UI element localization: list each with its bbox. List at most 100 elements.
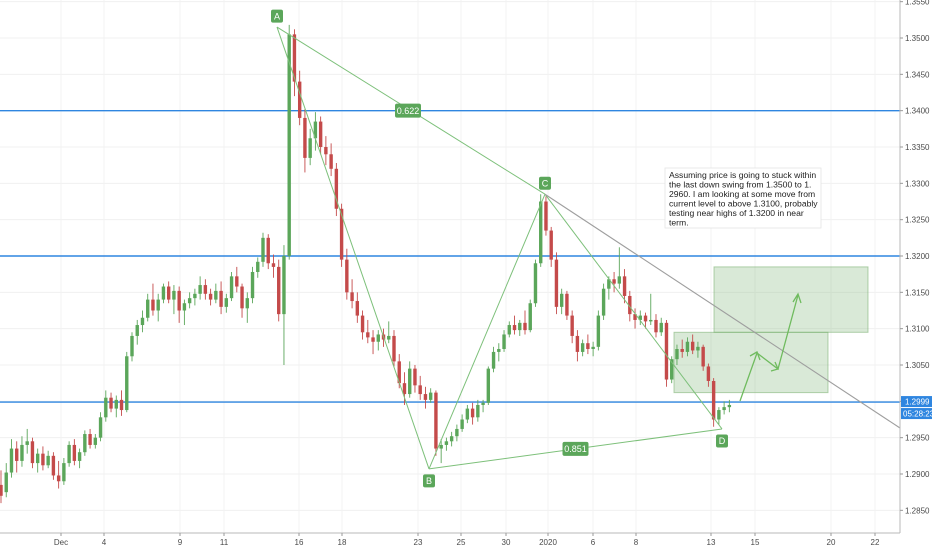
candle-body (544, 201, 548, 231)
candle-body (486, 368, 491, 403)
candle-body (224, 298, 229, 307)
horizontal-levels (0, 109, 900, 403)
candle-body (166, 286, 171, 300)
candle-body (481, 402, 485, 405)
target-zone (673, 331, 829, 394)
candle-body (418, 385, 422, 395)
candle-body (586, 343, 590, 350)
time-tick-label: 15 (751, 538, 760, 547)
candle-body (250, 271, 255, 299)
candle-body (575, 335, 580, 352)
pattern-point-badge[interactable] (539, 176, 551, 190)
candle-body (497, 349, 501, 352)
candle-body (67, 444, 71, 464)
trend-line (544, 193, 901, 429)
candle-body (643, 315, 648, 322)
pattern-point-badge[interactable] (271, 9, 283, 23)
candle-body (434, 392, 438, 449)
price-tick-label: 1.3150 (905, 288, 930, 297)
candle-body (675, 349, 679, 360)
time-tick-label: 8 (634, 538, 639, 547)
candle-body (41, 453, 45, 466)
candle-body (35, 453, 40, 464)
pattern-point-badge[interactable] (423, 474, 435, 488)
candle-body (449, 436, 454, 442)
pattern-ratio-badge[interactable] (562, 441, 589, 456)
candle-body (366, 332, 370, 338)
candle-body (240, 286, 244, 309)
candle-body (539, 201, 543, 264)
candle-body (0, 484, 3, 496)
pattern-point-label: A (274, 11, 280, 21)
candle-body (554, 259, 559, 307)
candle-body (51, 455, 56, 476)
candle-body (77, 452, 82, 461)
candle-body (161, 286, 166, 300)
candle-body (135, 325, 139, 336)
time-tick-label: 4 (102, 538, 107, 547)
time-axis[interactable]: Dec 4 9 11 16 18 23 25 30 2020 6 8 13 15 20 22 (0, 532, 900, 547)
annotation-box[interactable] (664, 167, 822, 229)
pattern-ratio-label: 0.851 (564, 444, 587, 454)
candle-body (277, 266, 281, 315)
countdown-label: 05:28:23 (903, 410, 932, 419)
arrowhead-icon (749, 351, 761, 361)
price-tick-label: 1.3450 (905, 70, 930, 79)
candle-body (413, 368, 417, 386)
target-zones (673, 266, 869, 394)
candle-body (88, 434, 92, 445)
candle-body (130, 335, 134, 357)
price-tick-label: 1.3500 (905, 34, 930, 43)
pattern-point-label: C (542, 178, 549, 188)
candle-body (203, 285, 208, 294)
candle-body (402, 383, 407, 395)
pattern-ratio-label: 0.622 (397, 106, 420, 116)
time-tick-label: 9 (178, 538, 183, 547)
candle-body (633, 314, 637, 320)
candle-body (355, 301, 360, 316)
candle-body (685, 341, 690, 352)
candle-body (193, 293, 197, 299)
candle-body (696, 346, 700, 351)
annotation-line: 2960. I am looking at some move from (669, 189, 815, 199)
price-axis[interactable]: 1.3550 1.3500 1.3450 1.3400 1.3350 1.3300 1.32… (899, 0, 932, 550)
candle-body (62, 463, 66, 482)
candle-body (649, 319, 653, 322)
price-tick-label: 1.3350 (905, 143, 930, 152)
candle-body (717, 410, 721, 420)
price-tick-label: 1.3100 (905, 325, 930, 334)
candle-body (491, 351, 496, 369)
projection-path (739, 294, 799, 402)
candle-body (664, 322, 669, 380)
candle-body (570, 315, 574, 336)
candle-body (30, 441, 35, 464)
candle-body (711, 380, 716, 420)
candle-body (219, 290, 223, 307)
candle-body (245, 298, 249, 309)
price-tick-label: 1.2900 (905, 470, 930, 479)
harmonic-pattern: A B C D 0.622 0.851 (271, 9, 728, 488)
candle-body (617, 276, 622, 284)
candle-body (638, 315, 642, 320)
candle-body (297, 81, 302, 118)
pattern-point-label: D (719, 436, 726, 446)
candle-body (408, 368, 412, 395)
pattern-point-badge[interactable] (716, 434, 728, 448)
arrowhead-icon (792, 292, 802, 304)
candle-body (701, 346, 705, 367)
candle-body (15, 448, 19, 461)
time-tick-label: 13 (707, 538, 716, 547)
candle-body (109, 397, 113, 409)
pattern-point-label: B (426, 476, 432, 486)
candle-body (460, 419, 464, 429)
candle-body (56, 475, 61, 482)
candle-body (376, 334, 380, 342)
candle-body (722, 407, 726, 411)
arrowhead-icon (770, 361, 779, 372)
candle-body (512, 325, 517, 331)
time-tick-label: 16 (295, 538, 304, 547)
annotation-note: Assuming price is going to stuck withint… (664, 167, 822, 229)
candle-body (439, 444, 443, 449)
pattern-ratio-badge[interactable] (395, 103, 421, 118)
